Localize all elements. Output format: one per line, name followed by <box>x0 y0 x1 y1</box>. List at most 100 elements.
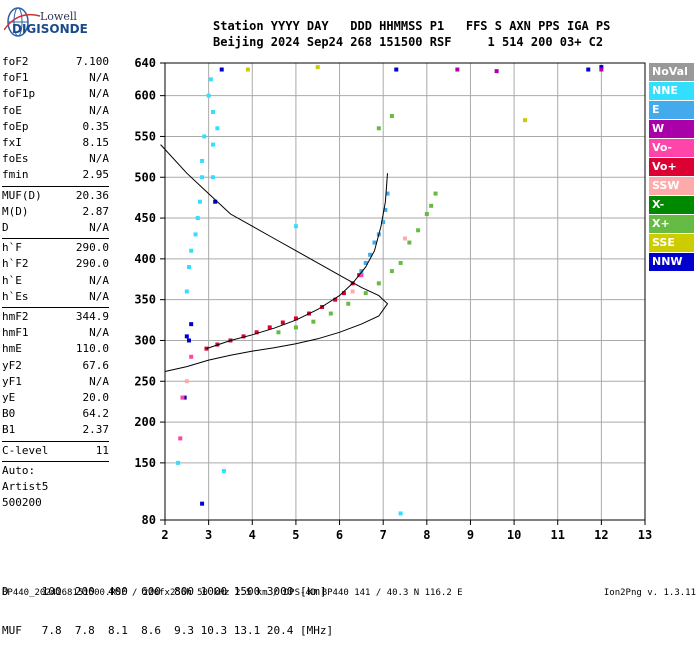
param-row: h`F 290.0 <box>2 241 109 257</box>
echo-point <box>187 265 191 270</box>
echo-point <box>599 65 604 70</box>
param-label: yF2 <box>2 358 22 372</box>
param-label: Auto: <box>2 463 36 477</box>
echo-point <box>523 118 527 123</box>
param-row: yE 20.0 <box>2 391 109 407</box>
echo-point <box>200 501 205 506</box>
param-label: hmF1 <box>2 326 29 340</box>
param-label: 500200 <box>2 496 42 510</box>
echo-point <box>197 199 202 204</box>
x-tick-label: 9 <box>467 528 474 542</box>
legend-item: X+ <box>649 215 694 233</box>
electron-density-profile-curve <box>160 144 389 372</box>
param-row: B0 64.2 <box>2 407 109 423</box>
echo-point <box>202 134 207 139</box>
param-label: yF1 <box>2 374 22 388</box>
param-label: h`F2 <box>2 257 29 271</box>
echo-point <box>189 322 194 327</box>
echo-point <box>429 203 434 208</box>
echo-point <box>346 301 351 306</box>
param-row: foEp 0.35 <box>2 120 109 136</box>
echo-point <box>381 220 386 225</box>
param-row: h`Es N/A <box>2 290 109 306</box>
param-row: yF2 67.6 <box>2 359 109 375</box>
echo-point <box>200 158 205 163</box>
param-label: foF1 <box>2 71 29 85</box>
legend-item: Vo+ <box>649 158 694 176</box>
ionogram-chart: 2 3 4 5 6 7 8 9 10 11 12 13 80 150 200 250 300 350 400 450 5… <box>134 56 652 542</box>
param-value: 290.0 <box>75 257 109 271</box>
param-label: hmE <box>2 342 22 356</box>
echo-point <box>211 175 215 180</box>
param-value: 67.6 <box>82 358 110 372</box>
echo-point <box>424 211 429 216</box>
echo-point <box>328 311 333 316</box>
echo-point <box>350 289 355 294</box>
footer-version: Ion2Png v. 1.3.11 <box>603 588 696 598</box>
echo-point <box>206 93 211 98</box>
echo-point <box>383 207 388 212</box>
legend-item: NoVal <box>649 63 694 81</box>
param-label: foE <box>2 103 22 117</box>
y-tick-label: 300 <box>134 333 156 347</box>
echo-point <box>211 109 215 114</box>
param-label: foEp <box>2 119 29 133</box>
echo-point <box>315 65 320 70</box>
echo-point <box>359 269 364 274</box>
echo-point <box>394 67 399 72</box>
muf-distance-row: D 100 200 400 600 800 1000 1500 3000 [km… <box>2 585 327 598</box>
echo-point <box>398 260 403 265</box>
echo-point <box>333 297 338 302</box>
x-tick-label: 11 <box>551 528 565 542</box>
y-tick-label: 550 <box>134 129 156 143</box>
legend-item: NNE <box>649 82 694 100</box>
param-value: 2.95 <box>82 168 110 182</box>
x-tick-label: 4 <box>249 528 256 542</box>
y-tick-label: 350 <box>134 293 156 307</box>
echo-point <box>368 252 373 257</box>
x-tick-label: 2 <box>161 528 168 542</box>
echo-point <box>208 77 213 82</box>
param-value: 64.2 <box>82 407 110 421</box>
param-row: M(D) 2.87 <box>2 205 109 221</box>
param-separator <box>2 238 109 240</box>
legend-item: W <box>649 120 694 138</box>
echo-point <box>193 232 198 237</box>
echo-point <box>376 126 381 131</box>
param-row: foEs N/A <box>2 152 109 168</box>
echo-point <box>189 354 194 359</box>
echo-point <box>293 316 298 321</box>
param-row: h`F2 290.0 <box>2 257 109 273</box>
x-tick-label: 5 <box>292 528 299 542</box>
legend-item: SSE <box>649 234 694 252</box>
param-label: foF2 <box>2 55 29 68</box>
param-value: 20.36 <box>75 188 109 202</box>
param-row: foF1 N/A <box>2 71 109 87</box>
echo-point <box>433 191 438 196</box>
param-label: yE <box>2 391 16 404</box>
logo-digisonde-text: DIGISONDE <box>12 22 88 36</box>
echo-point <box>245 67 250 72</box>
x-tick-label: 7 <box>380 528 387 542</box>
param-value: 20.0 <box>82 391 110 404</box>
echo-point <box>180 395 185 400</box>
echo-point <box>403 236 407 241</box>
param-row: 500200 <box>2 496 109 512</box>
echo-point <box>363 291 368 296</box>
param-value: N/A <box>89 289 109 303</box>
param-label: M(D) <box>2 204 29 218</box>
header-line-2: Beijing 2024 Sep24 268 151500 RSF 1 514 … <box>213 35 604 49</box>
param-row: C-level 11 <box>2 444 109 460</box>
param-separator <box>2 440 109 442</box>
y-tick-label: 450 <box>134 211 156 225</box>
logo-globe-icon <box>4 7 41 37</box>
legend-item: SSW <box>649 177 694 195</box>
param-label: MUF(D) <box>2 188 42 202</box>
echo-point <box>389 114 394 119</box>
param-value: 7.100 <box>75 55 109 68</box>
echo-point <box>280 320 285 325</box>
echo-point <box>187 338 191 343</box>
echo-point <box>359 273 364 278</box>
echo-point <box>276 330 281 335</box>
echo-point <box>184 334 189 339</box>
